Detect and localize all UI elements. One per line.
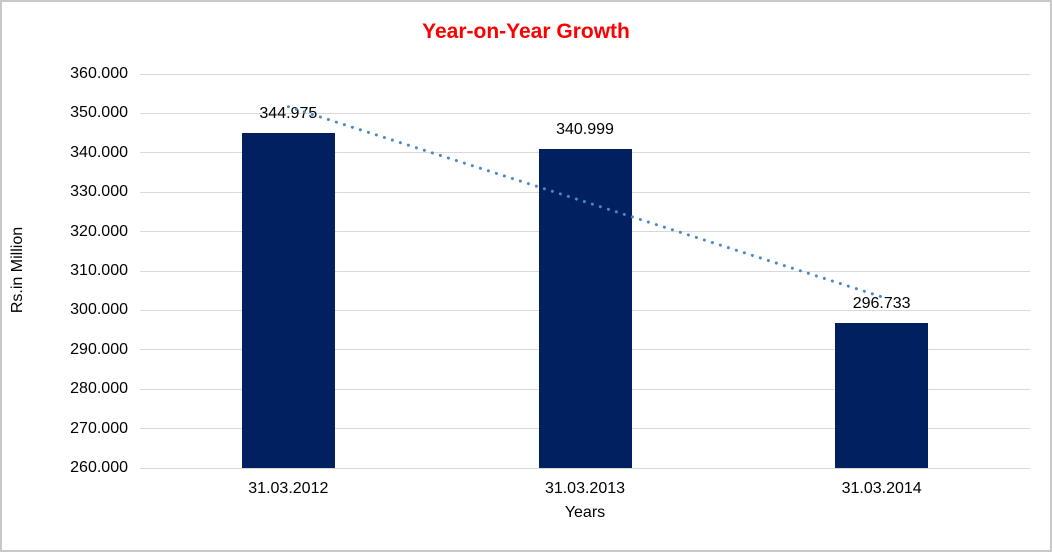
plot-area: 344.975 340.999 296.733 (140, 73, 1030, 469)
y-axis-tick-label: 330.000 (70, 183, 128, 201)
bar-31.03.2013 (538, 148, 632, 468)
gridline (140, 73, 1030, 75)
chart-title: Year-on-Year Growth (422, 20, 630, 43)
bar-data-label: 296.733 (852, 295, 911, 313)
y-axis-tick-label: 260.000 (70, 459, 128, 476)
y-axis-tick-label: 300.000 (70, 301, 128, 319)
x-axis-tick-label: 31.03.2012 (248, 480, 329, 497)
y-axis-tick-label: 310.000 (70, 262, 128, 279)
bar-data-label: 344.975 (259, 105, 318, 123)
y-axis-tick-label: 290.000 (70, 340, 128, 358)
x-axis-tick-label: 31.03.2014 (841, 480, 922, 497)
y-axis-tick-label: 280.000 (70, 380, 128, 398)
y-axis-tick-label: 360.000 (70, 65, 128, 82)
y-axis-tick-label: 350.000 (70, 104, 128, 122)
y-axis-tick-label: 270.000 (70, 419, 128, 437)
x-axis-title: Years (564, 504, 606, 521)
gridline (140, 467, 1030, 469)
y-axis-tick-label: 320.000 (70, 222, 128, 240)
bar-data-label: 340.999 (556, 120, 614, 138)
bar-31.03.2012 (241, 133, 335, 468)
x-axis-tick-label: 31.03.2013 (544, 480, 626, 497)
y-axis-tick-label: 340.000 (70, 143, 128, 161)
bar-31.03.2014 (835, 323, 929, 468)
